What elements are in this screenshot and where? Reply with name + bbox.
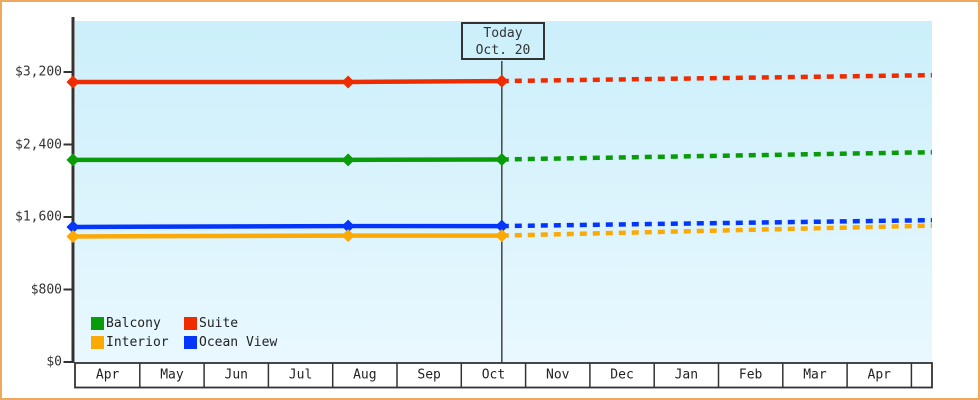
- month-label-4: Jul: [288, 367, 313, 383]
- suite-color-swatch: [184, 317, 197, 330]
- data-point-marker-interior[interactable]: [495, 229, 509, 243]
- forecast-line-suite: [501, 72, 933, 84]
- ocean-view-color-swatch: [184, 336, 197, 349]
- data-point-marker-interior[interactable]: [341, 229, 355, 243]
- legend-label-interior: Interior: [106, 335, 169, 350]
- data-point-marker-balcony[interactable]: [495, 152, 509, 166]
- month-label-8: Nov: [546, 367, 570, 383]
- data-point-marker-ocean-view[interactable]: [341, 219, 355, 233]
- series-line-interior: [72, 233, 502, 239]
- forecast-line-balcony: [501, 149, 933, 162]
- month-table: [74, 362, 933, 389]
- y-axis-label: $1,600: [15, 209, 62, 225]
- balcony-color-swatch: [91, 317, 104, 330]
- legend-item-balcony: Balcony: [91, 316, 184, 331]
- y-axis-label: $0: [46, 354, 62, 370]
- y-axis-label: $800: [30, 282, 62, 297]
- legend: Balcony Suite Interior Ocean View: [91, 314, 277, 352]
- today-date: Oct. 20: [475, 43, 531, 58]
- data-point-marker-suite[interactable]: [66, 75, 80, 89]
- month-label-3: Jun: [224, 367, 248, 383]
- month-label-13: Apr: [867, 367, 891, 383]
- forecast-line-interior: [501, 223, 933, 238]
- month-label-11: Feb: [738, 367, 763, 383]
- month-label-10: Jan: [674, 367, 699, 383]
- legend-item-suite: Suite: [184, 316, 238, 331]
- data-point-marker-ocean-view[interactable]: [495, 219, 509, 233]
- month-label-6: Sep: [417, 367, 441, 383]
- legend-label-ocean-view: Ocean View: [199, 335, 278, 350]
- today-marker-box: Today Oct. 20: [461, 22, 545, 60]
- series-line-suite: [72, 78, 502, 85]
- today-label: Today: [483, 26, 523, 41]
- data-point-marker-interior[interactable]: [66, 229, 80, 243]
- data-point-marker-ocean-view[interactable]: [66, 220, 80, 234]
- legend-label-suite: Suite: [199, 316, 239, 331]
- month-label-12: Mar: [803, 367, 827, 383]
- legend-item-ocean-view: Ocean View: [184, 335, 277, 350]
- y-axis-line: [71, 17, 75, 363]
- month-label-5: Aug: [353, 367, 377, 383]
- legend-row-2: Interior Ocean View: [91, 333, 277, 352]
- legend-label-balcony: Balcony: [106, 316, 161, 331]
- plot-area: [75, 21, 932, 363]
- data-point-marker-balcony[interactable]: [66, 153, 80, 167]
- y-axis-label: $2,400: [15, 137, 62, 152]
- data-point-marker-suite[interactable]: [495, 74, 509, 88]
- month-label-1: Apr: [95, 367, 120, 383]
- data-point-marker-balcony[interactable]: [341, 153, 355, 167]
- data-point-marker-suite[interactable]: [341, 75, 355, 89]
- legend-item-interior: Interior: [91, 335, 184, 350]
- y-axis-label: $3,200: [15, 64, 62, 80]
- forecast-line-ocean-view: [501, 217, 933, 229]
- month-label-2: May: [160, 367, 184, 383]
- month-label-7: Oct: [481, 367, 506, 383]
- interior-color-swatch: [91, 336, 104, 349]
- legend-row-1: Balcony Suite: [91, 314, 277, 333]
- series-line-ocean-view: [72, 223, 502, 230]
- month-label-9: Dec: [610, 367, 634, 383]
